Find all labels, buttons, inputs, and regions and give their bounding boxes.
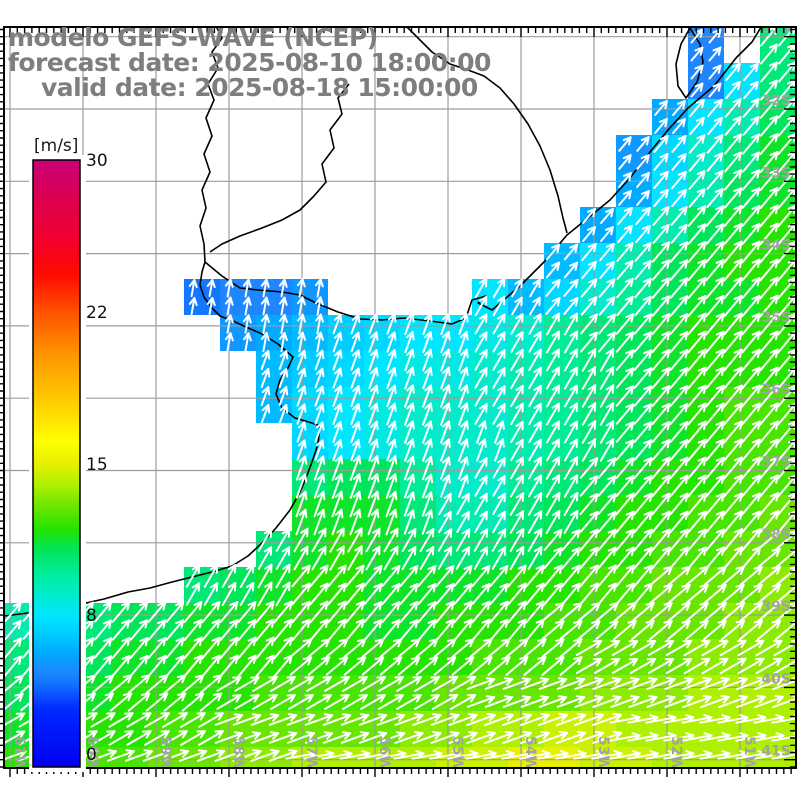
lon-label: 55W [449, 736, 465, 771]
lon-label: 51W [741, 736, 757, 771]
uruguay-river-path [199, 27, 223, 263]
wave-cell [724, 639, 760, 675]
forecast-date-label: forecast date: 2025-08-10 18:00:00 [8, 48, 491, 77]
lat-label: 40S [761, 671, 791, 687]
gridline-path [4, 27, 796, 768]
brazil-uruguay-border-path [404, 27, 568, 234]
lon-label: 61W [11, 736, 27, 771]
colorbar-tick: 0 [86, 745, 97, 765]
lon-label: 58W [230, 736, 246, 771]
colorbar-tick: 8 [86, 606, 97, 626]
lat-label: 36S [761, 382, 791, 398]
colorbar-tick: 15 [86, 455, 108, 475]
wave-cell [256, 747, 292, 768]
lat-label: 34S [761, 238, 791, 254]
wave-cell [688, 639, 724, 675]
coastline-path [4, 27, 763, 617]
lon-label: 57W [303, 736, 319, 771]
lon-label: 52W [668, 736, 684, 771]
lat-label: 41S [761, 744, 791, 760]
lon-label: 54W [522, 736, 538, 771]
valid-date-label: valid date: 2025-08-18 15:00:00 [41, 73, 478, 102]
lat-label: 39S [761, 599, 791, 615]
lon-label: 53W [595, 736, 611, 771]
colorbar-tick-labels: 30 22 15 8 0 [86, 151, 108, 765]
latlon-gridlines [4, 27, 796, 768]
model-title: modelo GEFS-WAVE (NCEP) [8, 23, 378, 52]
lat-label: 33S [761, 165, 791, 181]
wave-cell [184, 747, 220, 768]
lat-label: 38S [761, 527, 791, 543]
wind-direction-arrows [4, 27, 796, 762]
lon-label: 59W [157, 736, 173, 771]
wave-cell [148, 747, 184, 768]
colorbar-tick: 22 [86, 303, 108, 323]
arrow-glyphs-path [4, 27, 796, 762]
colorbar-unit-label: [m/s] [34, 136, 78, 156]
frame-ticks-path [0, 27, 796, 777]
colorbar: [m/s] 30 22 15 8 0 [29, 136, 108, 772]
lon-label: 56W [376, 736, 392, 771]
colorbar-tick: 30 [86, 151, 108, 171]
colorbar-gradient-bar [32, 159, 81, 768]
wave-cell [508, 279, 544, 315]
lon-label: 60W [84, 736, 100, 771]
lat-label: 35S [761, 310, 791, 326]
lat-label: 37S [761, 455, 791, 471]
map-border-and-ticks [0, 26, 797, 777]
negro-river-path [209, 83, 350, 253]
lat-label: 32S [761, 93, 791, 109]
wave-cell [112, 747, 148, 768]
